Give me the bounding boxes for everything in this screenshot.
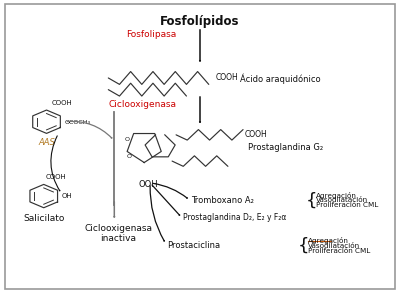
Text: {: { <box>306 191 317 209</box>
Text: COOH: COOH <box>245 130 268 139</box>
Text: O: O <box>125 137 130 142</box>
Text: Tromboxano A₂: Tromboxano A₂ <box>191 196 254 205</box>
Text: COOH: COOH <box>46 174 67 180</box>
Text: Prostaglandina G₂: Prostaglandina G₂ <box>248 144 323 152</box>
Text: Proliferación CML: Proliferación CML <box>308 248 370 254</box>
Text: OH: OH <box>62 193 72 199</box>
Text: COOH: COOH <box>215 74 238 82</box>
Text: Prostaciclina: Prostaciclina <box>167 241 220 250</box>
Text: Ciclooxigenasa
inactiva: Ciclooxigenasa inactiva <box>84 224 152 243</box>
Text: Vasodilatación: Vasodilatación <box>316 197 368 203</box>
Text: Fosfolípidos: Fosfolípidos <box>160 15 240 28</box>
Text: {: { <box>298 237 309 255</box>
Text: COOH: COOH <box>51 100 72 106</box>
Text: Agregación: Agregación <box>308 238 348 244</box>
Text: OOH: OOH <box>138 180 158 189</box>
Text: Proliferación CML: Proliferación CML <box>316 202 378 208</box>
Text: Fosfolipasa: Fosfolipasa <box>126 30 176 39</box>
FancyBboxPatch shape <box>5 4 395 289</box>
Text: Agregación: Agregación <box>316 192 356 199</box>
Text: OCOCH₃: OCOCH₃ <box>64 120 90 125</box>
Text: AAS: AAS <box>38 138 55 147</box>
Text: Prostaglandina D₂, E₂ y F₂α: Prostaglandina D₂, E₂ y F₂α <box>183 213 287 222</box>
Text: O: O <box>126 154 132 159</box>
Text: Ácido araquidónico: Ácido araquidónico <box>240 74 320 84</box>
Text: Vasodilatación: Vasodilatación <box>308 243 360 249</box>
Text: Ciclooxigenasa: Ciclooxigenasa <box>108 100 176 109</box>
Text: Salicilato: Salicilato <box>23 214 64 223</box>
